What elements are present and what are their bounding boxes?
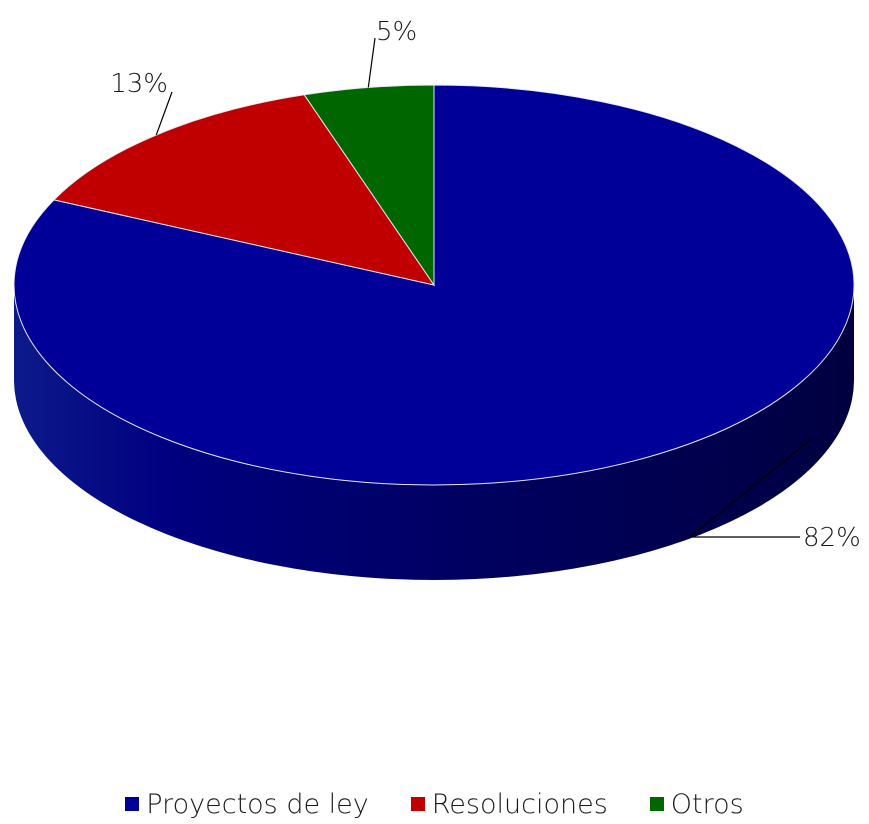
legend-label-resoluciones: Resoluciones [431, 788, 608, 820]
data-label-1: 13% [110, 69, 168, 99]
legend-item-resoluciones[interactable]: Resoluciones [410, 788, 608, 820]
legend-swatch-resoluciones [410, 797, 425, 811]
data-label-2: 5% [376, 17, 417, 47]
leader-line-0 [688, 438, 813, 538]
legend-item-proyectos[interactable]: Proyectos de ley [125, 788, 369, 820]
legend-label-proyectos: Proyectos de ley [146, 788, 369, 820]
leader-line-1 [155, 91, 173, 136]
pie-side-wall [14, 285, 854, 580]
pie-data-labels: 82% 13% 5% [110, 17, 861, 553]
data-label-0: 82% [803, 523, 861, 553]
pie-slice-proyectos-de-ley[interactable] [13, 84, 855, 486]
pie-slice-resoluciones[interactable] [52, 94, 436, 286]
pie-side-0-0 [14, 285, 854, 580]
legend-item-otros[interactable]: Otros [649, 788, 744, 820]
legend-swatch-otros [649, 797, 664, 811]
leader-line-2 [367, 37, 376, 88]
pie-top [13, 84, 855, 486]
legend-swatch-proyectos [125, 797, 140, 811]
legend: Proyectos de ley Resoluciones Otros [0, 786, 869, 822]
legend-label-otros: Otros [670, 788, 744, 820]
